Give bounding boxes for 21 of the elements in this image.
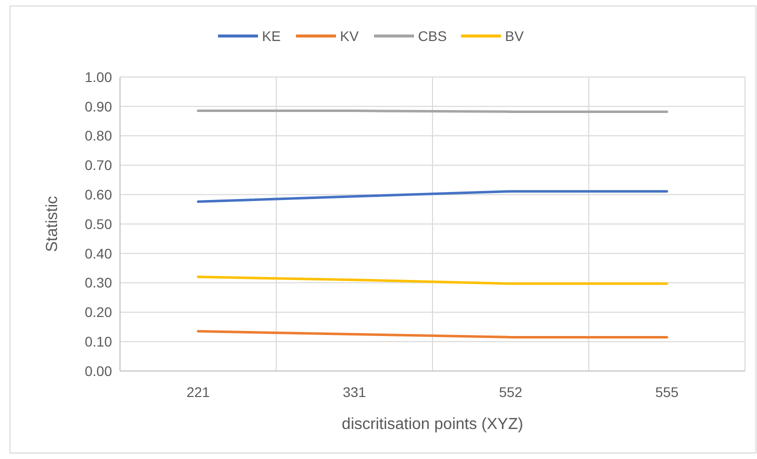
y-tick-label: 0.10 bbox=[84, 334, 112, 350]
y-tick-label: 1.00 bbox=[84, 68, 112, 85]
x-tick-label: 552 bbox=[498, 384, 523, 400]
legend-label: KV bbox=[340, 28, 360, 44]
legend-label: CBS bbox=[418, 28, 447, 44]
y-tick-label: 0.00 bbox=[84, 362, 112, 379]
y-tick-label: 0.40 bbox=[84, 245, 112, 262]
y-tick-label: 0.20 bbox=[84, 304, 112, 320]
y-tick-label: 0.50 bbox=[84, 216, 112, 232]
y-axis-title: Statistic bbox=[44, 196, 61, 252]
y-tick-label: 0.30 bbox=[84, 274, 112, 291]
y-tick-label: 0.80 bbox=[84, 128, 112, 144]
y-tick-label: 0.70 bbox=[84, 157, 112, 174]
x-axis-title: discritisation points (XYZ) bbox=[342, 416, 524, 433]
x-tick-label: 555 bbox=[655, 384, 679, 400]
x-tick-label: 221 bbox=[186, 384, 210, 400]
y-tick-label: 0.60 bbox=[84, 186, 112, 202]
legend-label: BV bbox=[505, 28, 524, 44]
y-tick-label: 0.90 bbox=[84, 98, 112, 114]
legend-label: KE bbox=[262, 28, 281, 44]
x-tick-label: 331 bbox=[342, 384, 366, 400]
